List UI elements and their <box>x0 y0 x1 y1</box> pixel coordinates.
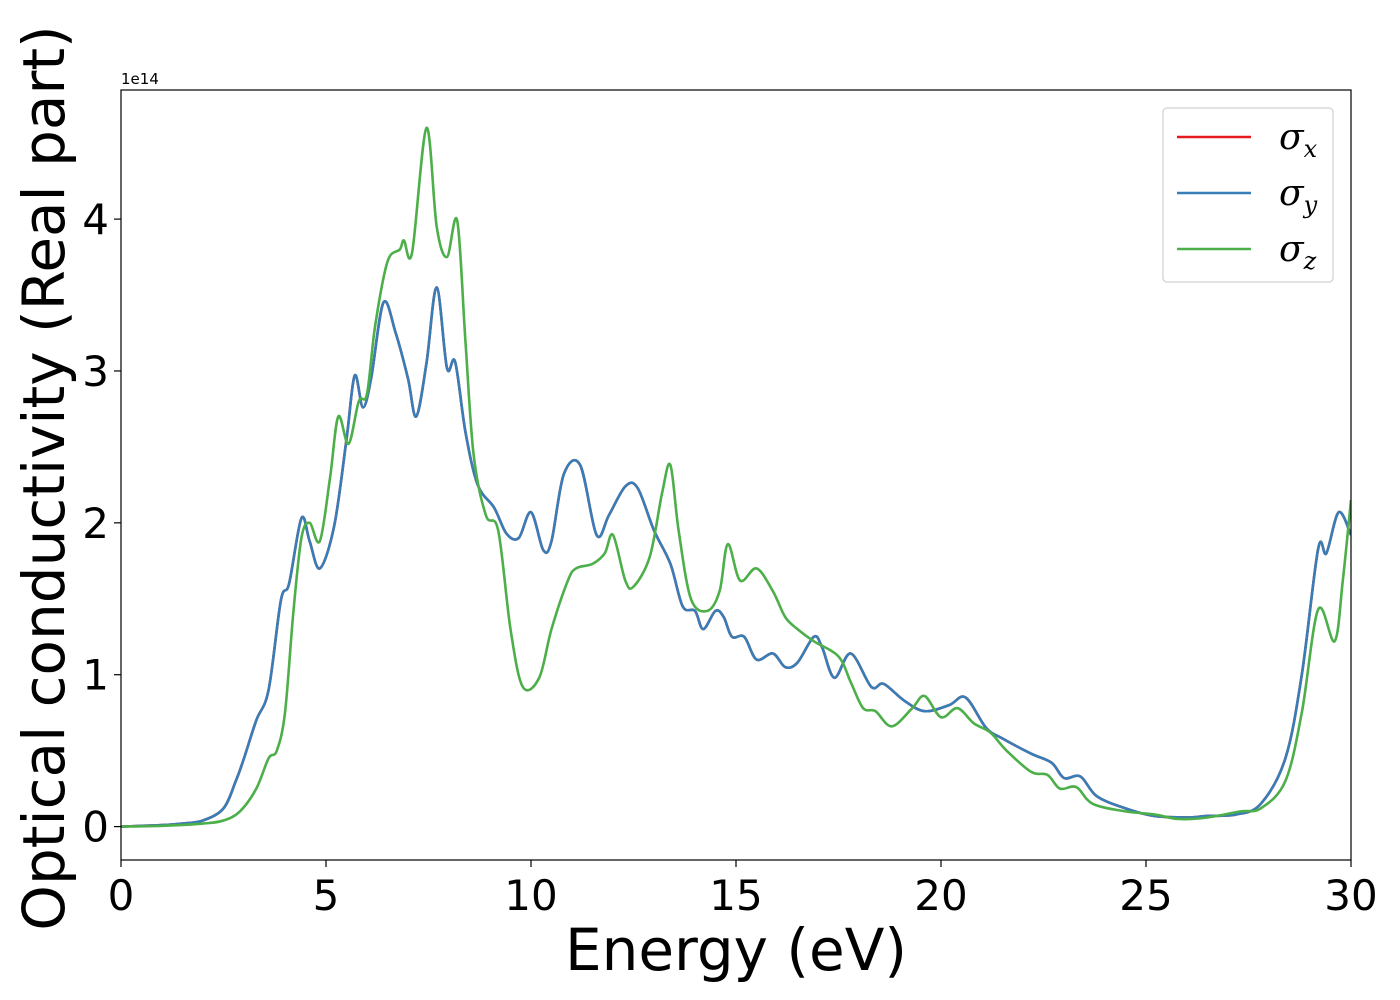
legend-box <box>1162 107 1334 283</box>
y-axis-ticks: 0 1 2 3 4 <box>82 195 121 852</box>
series-line-z <box>121 126 1351 828</box>
x-tick-label: 25 <box>1119 871 1172 920</box>
legend-label-y: σy <box>1279 173 1318 219</box>
y-tick-label: 0 <box>82 803 109 852</box>
legend: σx σy σz <box>1162 107 1334 283</box>
plot-area <box>121 126 1351 828</box>
x-tick-label: 20 <box>914 871 967 920</box>
x-tick-label: 5 <box>313 871 340 920</box>
x-tick-label: 0 <box>108 871 135 920</box>
y-tick-label: 4 <box>82 195 109 244</box>
series-layer <box>121 126 1351 828</box>
legend-label-z: σz <box>1279 229 1317 275</box>
y-axis-label: Optical conductivity (Real part) <box>10 25 78 930</box>
series-line-y <box>121 286 1351 828</box>
x-tick-label: 15 <box>709 871 762 920</box>
y-offset-label: 1e14 <box>121 70 159 88</box>
x-axis-ticks: 0 5 10 15 20 25 30 <box>108 860 1378 920</box>
x-axis-label: Energy (eV) <box>565 916 907 984</box>
y-tick-label: 2 <box>82 499 109 548</box>
x-tick-label: 10 <box>504 871 557 920</box>
y-tick-label: 1 <box>82 651 109 700</box>
y-tick-label: 3 <box>82 347 109 396</box>
legend-label-x: σx <box>1279 117 1318 163</box>
x-tick-label: 30 <box>1324 871 1377 920</box>
